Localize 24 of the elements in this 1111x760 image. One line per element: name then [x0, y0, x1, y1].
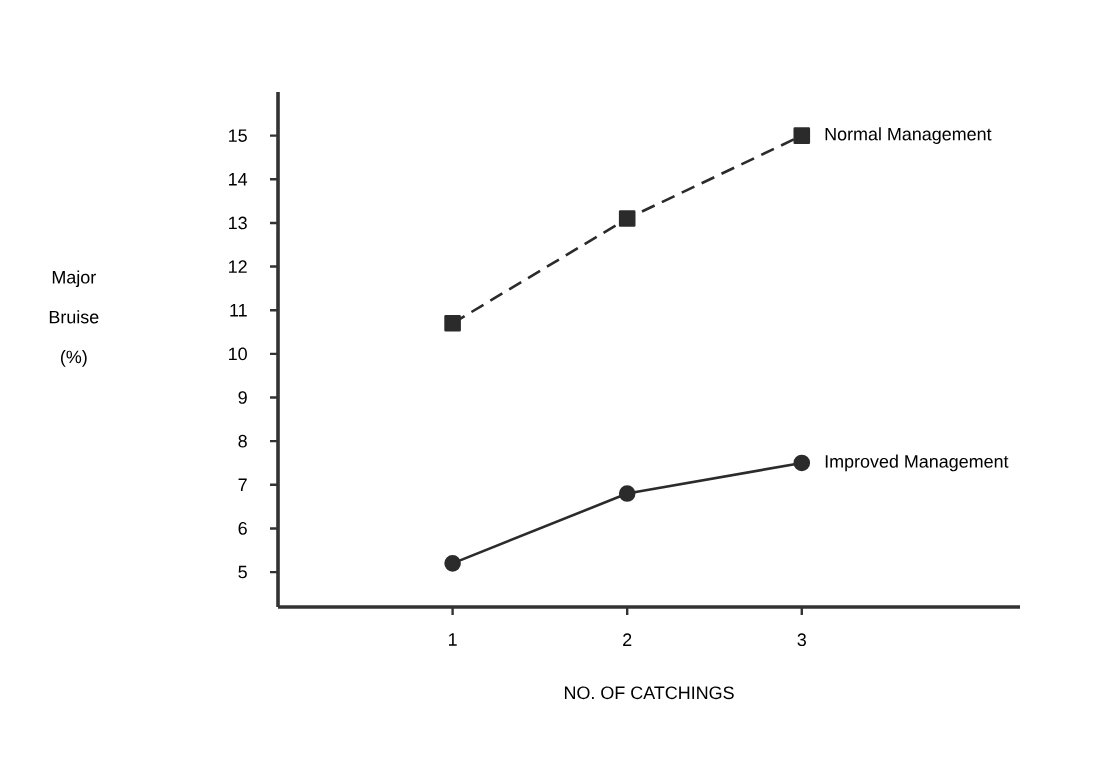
- x-tick-label: 3: [797, 633, 806, 647]
- x-tick-label: 1: [448, 633, 457, 646]
- y-tick-label: 10: [229, 347, 247, 361]
- point: [793, 454, 811, 472]
- text: Major Bruise (%): [49, 270, 99, 367]
- y-tick-label: 5: [238, 565, 247, 579]
- y-tick-label: 15: [229, 129, 247, 142]
- point: [618, 210, 636, 227]
- y-tick-label: 6: [238, 522, 247, 535]
- y-tick-label: 12: [229, 260, 247, 273]
- point: [793, 127, 811, 144]
- y-tick-label: 9: [238, 391, 247, 404]
- x-axis-title: NO. OF CATCHINGS: [564, 686, 734, 700]
- point: [618, 485, 636, 502]
- point: [444, 315, 461, 332]
- y-tick-label: 8: [238, 434, 247, 448]
- point: [444, 555, 461, 572]
- y-tick-label: 14: [229, 173, 248, 186]
- x-tick-label: 2: [623, 633, 632, 646]
- y-tick-label: 7: [238, 478, 247, 491]
- series-label: Normal Management: [825, 127, 992, 144]
- y-tick-label: 13: [229, 216, 247, 230]
- y-tick-label: 11: [230, 304, 247, 317]
- series-label: Improved Management: [825, 454, 1009, 472]
